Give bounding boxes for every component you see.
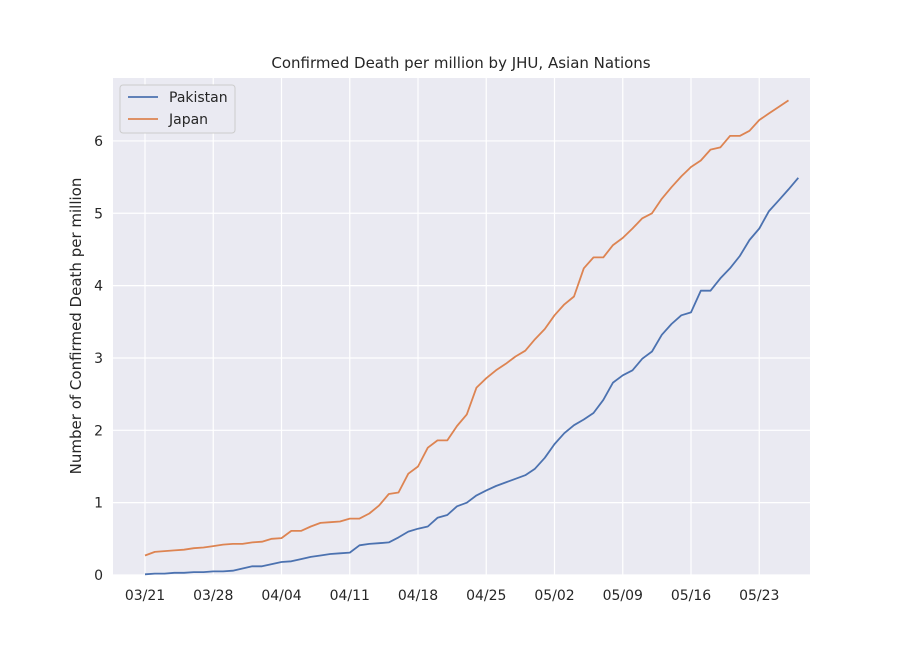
x-tick-label: 04/25	[466, 588, 506, 604]
chart-title: Confirmed Death per million by JHU, Asia…	[271, 54, 650, 72]
y-tick-label: 3	[94, 351, 103, 367]
y-tick-label: 2	[94, 423, 103, 439]
x-tick-label: 05/23	[739, 588, 779, 604]
x-tick-label: 04/04	[261, 588, 301, 604]
y-tick-label: 0	[94, 568, 103, 584]
legend: Pakistan Japan	[119, 84, 236, 134]
y-tick-labels: 0 1 2 3 4 5 6	[94, 134, 103, 584]
x-tick-label: 04/11	[330, 588, 370, 604]
x-tick-label: 04/18	[398, 588, 438, 604]
series-lines	[144, 99, 799, 576]
y-tick-label: 1	[94, 496, 103, 512]
x-tick-label: 03/28	[193, 588, 233, 604]
plot-background	[113, 78, 810, 575]
legend-label-japan: Japan	[168, 112, 208, 128]
series-line-pakistan	[144, 177, 799, 576]
y-tick-label: 5	[94, 206, 103, 222]
x-tick-label: 05/09	[603, 588, 643, 604]
x-tick-labels: 03/21 03/28 04/04 04/11 04/18 04/25 05/02 05/09…	[125, 588, 780, 604]
y-tick-label: 4	[94, 279, 103, 295]
x-tick-label: 03/21	[125, 588, 165, 604]
y-axis-label: Number of Confirmed Death per million	[67, 178, 85, 475]
x-tick-label: 05/02	[534, 588, 574, 604]
legend-label-pakistan: Pakistan	[169, 90, 228, 106]
grid	[113, 78, 810, 576]
x-tick-label: 05/16	[671, 588, 711, 604]
series-line-japan	[144, 99, 790, 557]
y-tick-label: 6	[94, 134, 103, 150]
